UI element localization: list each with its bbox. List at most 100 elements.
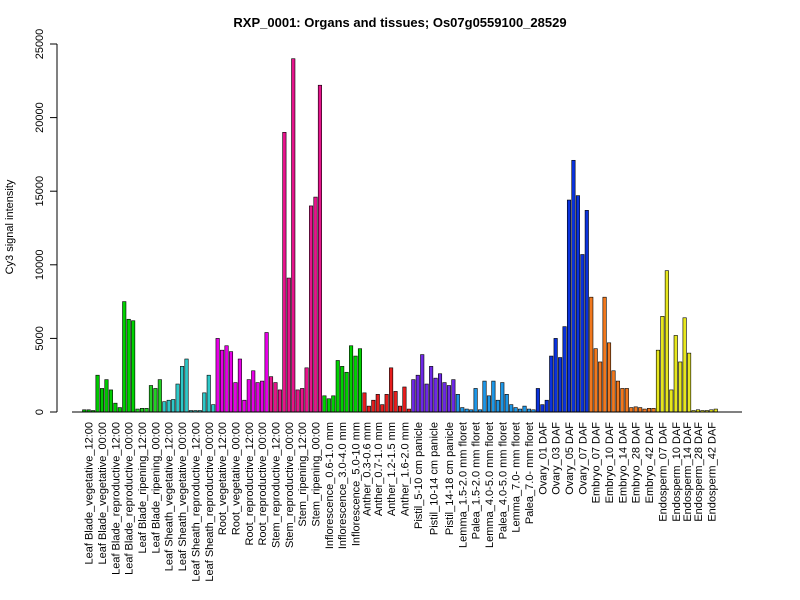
bar (375, 394, 380, 413)
bar (500, 382, 505, 413)
bar (286, 277, 291, 413)
bar (411, 379, 416, 413)
bar (580, 254, 585, 413)
bar (491, 380, 496, 413)
bar (380, 404, 385, 413)
bar (335, 360, 340, 413)
x-tick-label: Anther_1.2-1.5 mm (386, 422, 398, 516)
bar (273, 382, 278, 413)
bar (153, 388, 158, 413)
x-tick-label: Endosperm_14 DAF (682, 422, 694, 522)
bar (647, 408, 652, 413)
bar (246, 379, 251, 413)
bar (313, 196, 318, 413)
x-tick-label: Endosperm_42 DAF (706, 422, 718, 522)
bar (393, 391, 398, 413)
bar (602, 296, 607, 413)
x-tick-label: Anther_0.3-0.6 mm (362, 422, 374, 516)
bar (108, 389, 113, 413)
x-tick-label: Endosperm_28 DAF (693, 422, 705, 522)
bar (482, 380, 487, 413)
bar (446, 385, 451, 413)
x-tick-label: Leaf Blade_reproductive_12:00 (110, 422, 122, 575)
x-tick-label: Ovary_03 DAF (551, 422, 563, 495)
bar (620, 388, 625, 413)
bar (117, 407, 122, 413)
chart-title: RXP_0001: Organs and tissues; Os07g05591… (233, 15, 566, 30)
bar (260, 380, 265, 413)
bar (255, 382, 260, 413)
bar (451, 379, 456, 413)
bar (357, 348, 363, 413)
bar (660, 316, 665, 413)
x-tick-label: Embryo_42 DAF (644, 422, 656, 504)
bar (237, 358, 242, 413)
bar (682, 317, 687, 413)
bar (607, 342, 612, 413)
bar (678, 361, 683, 413)
bar (362, 392, 367, 413)
bar (522, 405, 527, 413)
bar (353, 355, 358, 413)
y-tick-label: 0 (34, 409, 46, 415)
bar (486, 395, 491, 413)
plot-area (72, 58, 742, 413)
y-tick-label: 20000 (34, 102, 46, 133)
bar (211, 404, 216, 413)
x-tick-label: Embryo_28 DAF (631, 422, 643, 504)
bar (669, 389, 674, 413)
x-tick-label: Lemma_4.0-5.0 mm floret (484, 422, 496, 548)
y-axis: 0 5000 10000 15000 20000 25000 (34, 29, 58, 415)
y-tick-label: 5000 (34, 326, 46, 350)
x-tick-label: Embryo_14 DAF (617, 422, 629, 504)
bar (166, 399, 171, 413)
x-tick-label: Anther_0.7-1.0 mm (373, 422, 385, 516)
bar (429, 366, 434, 413)
bar (687, 352, 692, 413)
x-tick-label: Leaf Blade_ripening_12:00 (137, 422, 149, 554)
bar (402, 386, 407, 413)
bar (504, 394, 509, 413)
x-tick-label: Embryo_07 DAF (591, 422, 603, 504)
x-tick-label: Leaf Blade_ripening_00:00 (150, 422, 162, 554)
bar (331, 395, 336, 413)
bar (473, 388, 478, 413)
bar (215, 338, 220, 413)
bar (575, 195, 580, 413)
bar (389, 367, 394, 413)
bar (611, 370, 616, 413)
x-tick-label: Root_vegetative_12:00 (217, 422, 229, 535)
bar (366, 405, 371, 413)
bar (415, 374, 420, 413)
bar (122, 301, 127, 413)
bar (664, 270, 669, 413)
x-tick-label: Endosperm_10 DAF (671, 422, 683, 522)
x-axis: Leaf Blade_vegetative_12:00 Leaf Blade_ve… (84, 422, 719, 582)
bar (282, 132, 287, 413)
x-tick-label: Lemma_7.0- mm floret (511, 422, 523, 533)
x-tick-label: Pistil_5-10 cm panicle (413, 422, 425, 529)
bar (180, 366, 185, 413)
bar (535, 388, 540, 413)
bar (326, 398, 331, 413)
bar (291, 58, 296, 413)
bar (584, 210, 589, 413)
bar (437, 373, 443, 413)
bar (655, 349, 660, 413)
x-tick-label: Ovary_01 DAF (537, 422, 549, 495)
x-tick-label: Lemma_1.5-2.0 mm floret (457, 422, 469, 548)
x-tick-label: Leaf Sheath_reproductive_00:00 (204, 422, 216, 582)
bar (340, 366, 345, 413)
bar (99, 388, 105, 413)
bar (264, 332, 269, 413)
x-tick-label: Leaf Blade_reproductive_00:00 (124, 422, 136, 575)
x-tick-label: Ovary_05 DAF (564, 422, 576, 495)
bar (442, 382, 447, 413)
bar (615, 380, 620, 413)
bar (309, 205, 314, 413)
x-tick-label: Palea_4.0-5.0 mm floret (497, 422, 509, 539)
bar (624, 388, 629, 413)
bar (251, 370, 256, 413)
bar (397, 405, 403, 413)
